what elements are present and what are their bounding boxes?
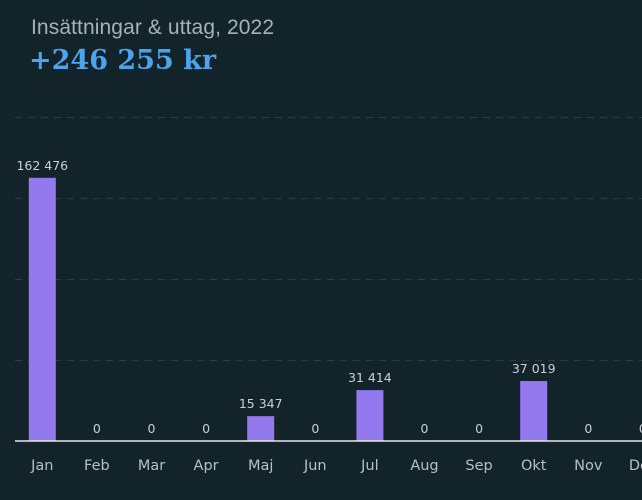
value-label-mar: 0 [148,421,156,436]
value-label-jul: 31 414 [348,370,392,385]
x-tick-label-mar: Mar [138,458,165,474]
value-label-okt: 37 019 [512,361,556,376]
value-label-dec: 0 [639,421,642,436]
value-label-maj: 15 347 [239,396,283,411]
value-label-jan: 162 476 [16,158,68,173]
x-tick-label-jul: Jul [360,458,379,474]
x-tick-label-nov: Nov [574,458,603,474]
total-amount: +246 255 kr [29,45,217,76]
x-tick-label-dec: Dec [629,458,642,474]
x-tick-label-okt: Okt [521,458,547,474]
value-label-feb: 0 [93,421,101,436]
value-labels: 162 476 0 0 0 15 347 0 31 414 0 0 37 019 0 0 [16,158,642,436]
value-label-apr: 0 [202,421,210,436]
x-tick-label-aug: Aug [410,458,438,474]
value-label-jun: 0 [311,421,319,436]
bar-okt [520,381,548,441]
value-label-sep: 0 [475,421,483,436]
chart-title: Insättningar & uttag, 2022 [31,16,275,39]
bar-jul [356,390,384,441]
value-label-nov: 0 [584,421,592,436]
bar-maj [247,416,275,441]
bars [28,177,548,441]
x-tick-label-feb: Feb [84,458,110,474]
x-axis-labels: Jan Feb Mar Apr Maj Jun Jul Aug Sep Okt Nov Dec [30,458,642,474]
x-tick-label-apr: Apr [194,458,219,474]
value-label-aug: 0 [421,421,429,436]
x-tick-label-sep: Sep [465,458,492,474]
x-tick-label-jan: Jan [30,458,53,474]
gridlines [15,117,642,361]
x-tick-label-maj: Maj [248,458,273,474]
x-tick-label-jun: Jun [303,458,327,474]
bar-jan [28,177,56,441]
